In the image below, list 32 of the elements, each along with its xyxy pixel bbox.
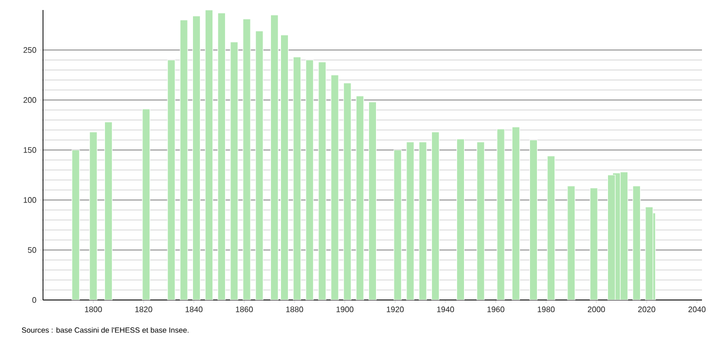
y-tick-label: 0 (32, 297, 36, 303)
x-tick-label: 1840 (186, 306, 203, 312)
x-tick-label: 1940 (437, 306, 454, 312)
x-tick-label: 1880 (286, 306, 304, 312)
bar (406, 142, 414, 300)
bar (167, 60, 176, 300)
bar (270, 14, 278, 300)
x-tick-label: 2040 (688, 306, 706, 312)
x-tick-label: 2000 (588, 306, 605, 312)
x-tick-label: 1980 (538, 306, 555, 312)
bar (192, 16, 201, 300)
x-tick-label: 2020 (638, 306, 656, 312)
x-tick-label: 1960 (487, 306, 504, 312)
bar (255, 30, 264, 300)
y-tick-label: 150 (24, 147, 36, 153)
y-tick-label: 250 (24, 47, 36, 53)
bar (356, 96, 364, 300)
bar (306, 60, 314, 300)
bar (230, 42, 238, 300)
y-tick-label: 200 (24, 97, 36, 103)
x-tick-label: 1900 (336, 306, 354, 312)
y-tick-label: 100 (24, 197, 36, 203)
y-tick-label: 50 (28, 247, 36, 253)
x-tick-label: 1920 (386, 306, 404, 312)
x-tick-label: 1860 (236, 306, 253, 312)
bar (330, 74, 339, 300)
bar (72, 150, 80, 300)
bar (280, 34, 289, 300)
x-tick-label: 1800 (85, 306, 102, 312)
bar (142, 108, 150, 300)
x-tick-label: 1820 (135, 306, 152, 312)
bar (529, 140, 538, 300)
